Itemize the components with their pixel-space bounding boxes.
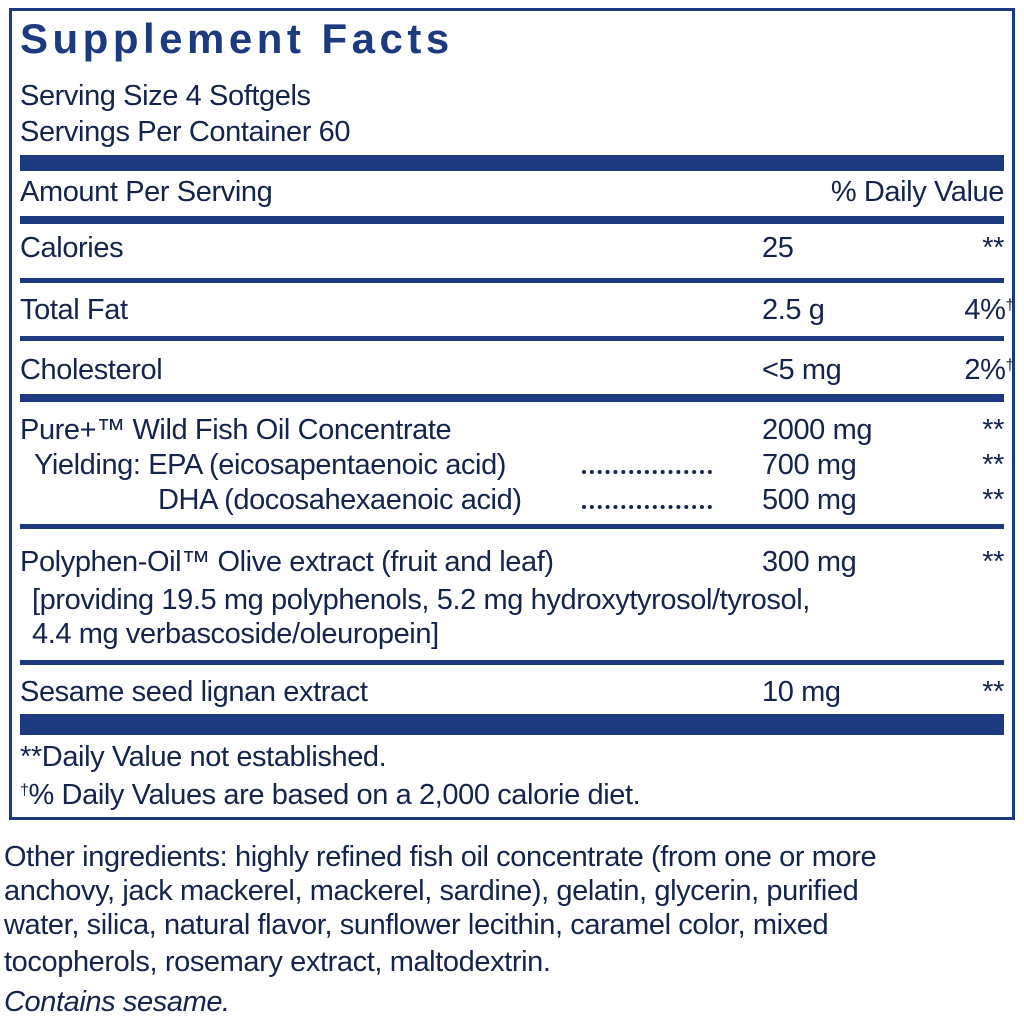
footnote: †% Daily Values are based on a 2,000 cal… [20,778,641,812]
rule [20,660,1004,665]
column-header: Amount Per Serving [20,176,273,208]
thick-rule [20,714,1004,735]
rule [20,524,1004,529]
allergen-statement: Contains sesame. [4,986,230,1018]
row-label: Pure+™ Wild Fish Oil Concentrate [20,414,452,446]
thick-rule [20,155,1004,171]
footnote: **Daily Value not established. [20,741,387,773]
row-dv: ** [982,676,1004,708]
rule [20,278,1004,283]
row-dv: ** [982,546,1004,578]
dv-mark: † [1005,297,1015,314]
row-label: Polyphen-Oil™ Olive extract (fruit and l… [20,546,554,578]
row-amount: 2000 mg [762,414,873,446]
leader-dots [582,505,712,509]
row-detail: 4.4 mg verbascoside/oleuropein] [32,618,439,650]
row-label: DHA (docosahexaenoic acid) [158,484,522,516]
rule [20,216,1004,224]
row-dv: ** [982,232,1004,264]
footnote-text: % Daily Values are based on a 2,000 calo… [28,779,641,811]
row-dv: ** [982,484,1004,516]
dv-mark: † [1005,357,1015,374]
dv-value: 2% [964,354,1006,386]
row-label: Calories [20,232,124,264]
row-dv: ** [982,414,1004,446]
rule [20,336,1004,341]
dv-value: 4% [964,294,1006,326]
footnote-mark: † [20,782,29,799]
serving-size: Serving Size 4 Softgels [20,80,311,112]
row-amount: 2.5 g [762,294,825,326]
row-amount: 500 mg [762,484,857,516]
row-amount: <5 mg [762,354,842,386]
row-label: Yielding: EPA (eicosapentaenoic acid) [34,449,507,481]
row-dv: ** [982,449,1004,481]
row-dv: 4%† [964,293,1014,327]
row-amount: 700 mg [762,449,857,481]
row-amount: 300 mg [762,546,857,578]
servings-per-container: Servings Per Container 60 [20,116,351,148]
ingredients-line: water, silica, natural flavor, sunflower… [4,909,829,941]
facts-border [9,8,1015,820]
ingredients-line: tocopherols, rosemary extract, maltodext… [4,946,551,978]
row-amount: 10 mg [762,676,841,708]
row-detail: [providing 19.5 mg polyphenols, 5.2 mg h… [32,584,810,616]
row-label: Total Fat [20,294,128,326]
rule [20,394,1004,402]
row-dv: 2%† [964,353,1014,387]
ingredients-line: anchovy, jack mackerel, mackerel, sardin… [4,875,859,907]
ingredients-line: Other ingredients: highly refined fish o… [4,841,877,873]
row-amount: 25 [762,232,794,264]
column-header: % Daily Value [830,176,1005,208]
leader-dots [582,470,712,474]
row-label: Cholesterol [20,354,163,386]
row-label: Sesame seed lignan extract [20,676,368,708]
title: Supplement Facts [20,15,454,62]
